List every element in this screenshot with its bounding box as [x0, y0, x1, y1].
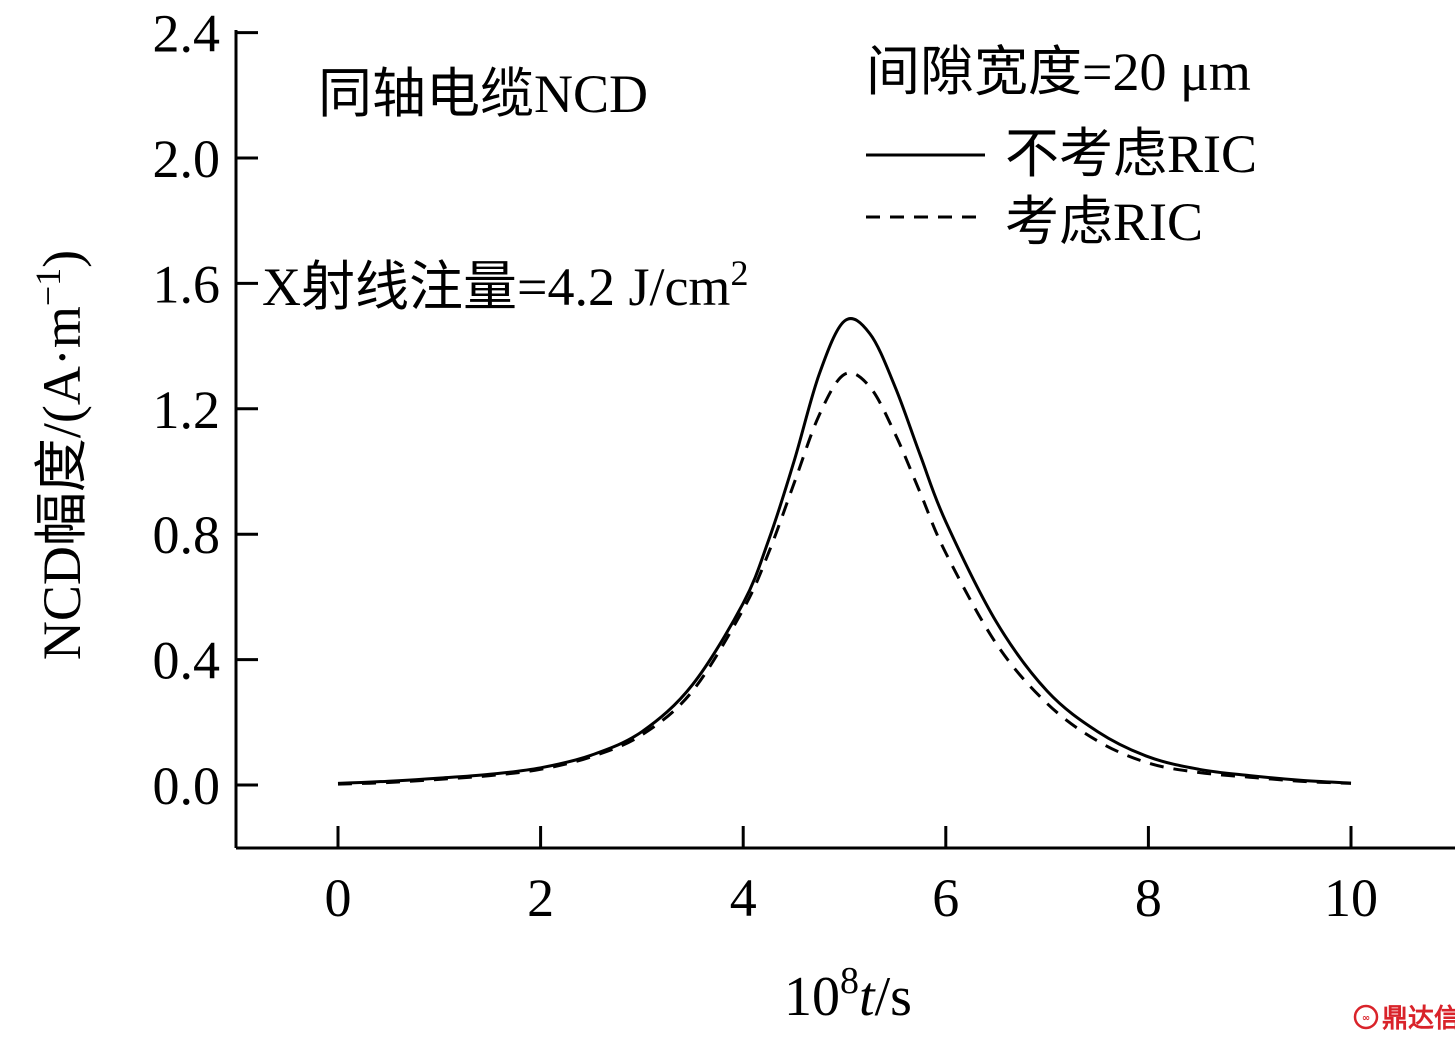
series-line-no-ric	[337, 317, 1352, 785]
annotation-xray-fluence: X射线注量=4.2 J/cm2	[262, 253, 748, 317]
y-tick-label: 0.8	[153, 505, 221, 565]
x-tick-label: 8	[1135, 868, 1162, 928]
watermark-logo-glyph: ∞	[1362, 1013, 1370, 1024]
legend: 不考虑RIC 考虑RIC	[866, 124, 1257, 252]
y-tick-label: 1.6	[153, 254, 221, 314]
y-tick-label: 0.0	[153, 756, 221, 816]
y-axis-title-main: NCD幅度/(A·m	[32, 306, 92, 660]
watermark-text: 鼎达信	[1382, 1004, 1455, 1034]
x-axis-title-sup: 8	[840, 960, 859, 1002]
watermark: ∞ 鼎达信	[1353, 1004, 1455, 1034]
y-axis-title: NCD幅度/(A·m−1)	[28, 250, 92, 660]
x-tick-label: 6	[932, 868, 959, 928]
x-tick-label: 2	[527, 868, 554, 928]
annotation-gap-width: 间隙宽度=20 μm	[866, 42, 1251, 102]
series-layer	[337, 317, 1352, 786]
watermark-logo-icon	[1353, 1004, 1379, 1030]
x-axis-title: 108t/s	[784, 960, 912, 1028]
annotation-xray-fluence-main: X射线注量=4.2 J/cm	[262, 257, 730, 317]
x-axis-title-unit: /s	[875, 966, 912, 1028]
series-line-with-ric	[337, 371, 1352, 786]
x-tick-label: 0	[325, 868, 352, 928]
y-tick-label: 0.4	[153, 631, 221, 691]
legend-label-no-ric: 不考虑RIC	[1005, 124, 1257, 184]
y-axis-title-sup: −1	[28, 268, 68, 306]
y-axis-title-close: )	[32, 250, 92, 268]
annotation-coax-ncd: 同轴电缆NCD	[318, 64, 648, 124]
y-ticks: 0.0 0.4 0.8 1.2 1.6 2.0 2.4	[153, 4, 258, 816]
annotation-xray-fluence-sup: 2	[730, 253, 748, 293]
x-axis-title-prefix: 10	[784, 966, 840, 1028]
axes	[234, 30, 1455, 850]
y-tick-label: 2.4	[153, 4, 221, 64]
y-tick-label: 2.0	[153, 129, 221, 189]
x-tick-label: 4	[730, 868, 757, 928]
x-tick-label: 10	[1324, 868, 1378, 928]
legend-label-with-ric: 考虑RIC	[1005, 192, 1203, 252]
x-axis-title-var: t	[859, 966, 876, 1028]
x-ticks: 0 2 4 6 8 10	[325, 826, 1378, 928]
y-tick-label: 1.2	[153, 380, 221, 440]
